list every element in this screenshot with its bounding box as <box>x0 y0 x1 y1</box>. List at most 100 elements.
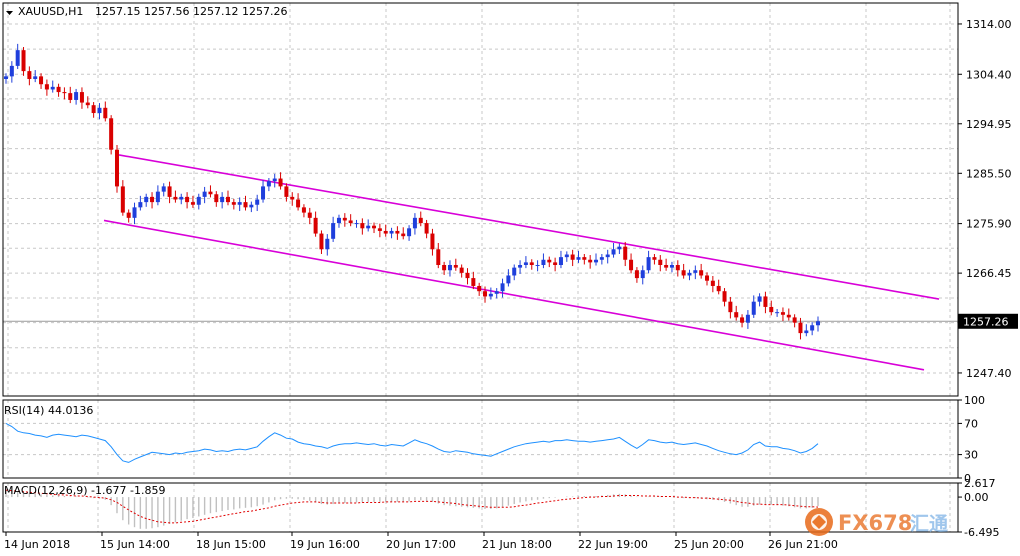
candle-body <box>377 228 382 231</box>
candle-body <box>547 259 552 263</box>
candle-body <box>804 330 809 334</box>
candle-body <box>120 186 125 213</box>
candle-body <box>734 312 739 318</box>
candle-body <box>138 202 143 208</box>
candle-body <box>669 265 674 268</box>
svg-text:汇通: 汇通 <box>910 513 949 535</box>
candle-body <box>599 257 604 260</box>
candle-body <box>290 196 295 200</box>
candle-body <box>360 223 365 229</box>
candle-body <box>512 267 517 276</box>
candle-body <box>272 178 277 182</box>
rsi-tick-label: 100 <box>964 394 985 407</box>
watermark-logo: FX678 汇通 <box>805 508 949 536</box>
candle-body <box>675 265 680 271</box>
svg-text:FX678: FX678 <box>838 511 912 535</box>
macd-indicator <box>5 489 819 529</box>
candle-body <box>313 217 318 234</box>
candle-body <box>658 259 663 265</box>
candle-body <box>91 105 96 114</box>
candle-body <box>79 92 84 103</box>
candle-body <box>623 246 628 260</box>
candle-body <box>196 196 201 205</box>
candle-body <box>500 283 505 292</box>
candle-body <box>617 246 622 250</box>
candle-body <box>652 257 657 260</box>
candle-body <box>15 50 20 66</box>
chart-header[interactable]: XAUUSD,H1 1257.15 1257.56 1257.12 1257.2… <box>6 5 287 18</box>
candle-body <box>208 191 213 195</box>
candle-body <box>646 257 651 271</box>
candle-body <box>418 217 423 224</box>
candle-body <box>810 325 815 331</box>
channel-lower-line <box>103 219 925 371</box>
candle-body <box>214 194 219 203</box>
candle-body <box>693 270 698 273</box>
time-tick-label: 25 Jun 20:00 <box>674 538 744 551</box>
candle-body <box>640 270 645 279</box>
candle-body <box>62 92 67 94</box>
dropdown-arrow-icon[interactable] <box>6 11 13 15</box>
time-tick-label: 22 Jun 19:00 <box>578 538 648 551</box>
price-tick-label: 1314.00 <box>966 18 1012 31</box>
ohlc-values: 1257.15 1257.56 1257.12 1257.26 <box>95 5 287 18</box>
candle-body <box>225 196 230 203</box>
candle-body <box>85 102 90 106</box>
candle-body <box>21 50 26 72</box>
candle-body <box>301 207 306 213</box>
candle-body <box>372 225 377 229</box>
macd-tick-label: 0.00 <box>964 491 989 504</box>
candle-body <box>237 202 242 205</box>
candle-body <box>185 196 190 203</box>
candle-body <box>220 196 225 203</box>
candle-body <box>27 71 32 79</box>
time-tick-label: 14 Jun 2018 <box>4 538 70 551</box>
candle-body <box>424 223 429 234</box>
candle-body <box>763 296 768 307</box>
candle-body <box>447 265 452 271</box>
candle-body <box>395 230 400 234</box>
candle-body <box>488 293 493 297</box>
price-tick-label: 1285.50 <box>966 167 1012 180</box>
candle-body <box>558 257 563 265</box>
candle-body <box>769 306 774 313</box>
candle-body <box>132 207 137 218</box>
rsi-tick-label: 30 <box>964 449 978 462</box>
candle-body <box>757 296 762 302</box>
time-tick-label: 19 Jun 16:00 <box>290 538 360 551</box>
time-tick-label: 21 Jun 18:00 <box>482 538 552 551</box>
rsi-tick-label: 70 <box>964 417 978 430</box>
price-tick-label: 1304.40 <box>966 68 1012 81</box>
candle-body <box>477 285 482 292</box>
rsi-pane-frame <box>2 399 959 479</box>
candle-body <box>483 291 488 297</box>
candle-body <box>278 178 283 187</box>
candle-body <box>342 217 347 221</box>
candle-body <box>710 280 715 286</box>
candle-body <box>442 265 447 271</box>
candle-body <box>319 233 324 250</box>
candle-body <box>687 272 692 276</box>
candle-body <box>634 270 639 279</box>
channel-upper-line <box>118 154 940 300</box>
price-channel <box>103 154 940 371</box>
candle-body <box>664 265 669 268</box>
candle-body <box>453 265 458 268</box>
candle-body <box>401 233 406 237</box>
rsi-tick-label: 0 <box>964 472 971 485</box>
candle-body <box>629 259 634 271</box>
price-tick-label: 1247.40 <box>966 367 1012 380</box>
candle-body <box>74 92 79 100</box>
candle-body <box>471 278 476 286</box>
candle-body <box>699 270 704 276</box>
candle-body <box>798 322 803 334</box>
candle-body <box>150 196 155 203</box>
candle-body <box>190 202 195 205</box>
macd-label: MACD(12,26,9) -1.677 -1.859 <box>4 484 165 497</box>
candle-body <box>792 317 797 323</box>
candle-body <box>155 191 160 203</box>
candle-body <box>325 238 330 250</box>
candle-body <box>261 186 266 200</box>
candle-body <box>681 270 686 276</box>
